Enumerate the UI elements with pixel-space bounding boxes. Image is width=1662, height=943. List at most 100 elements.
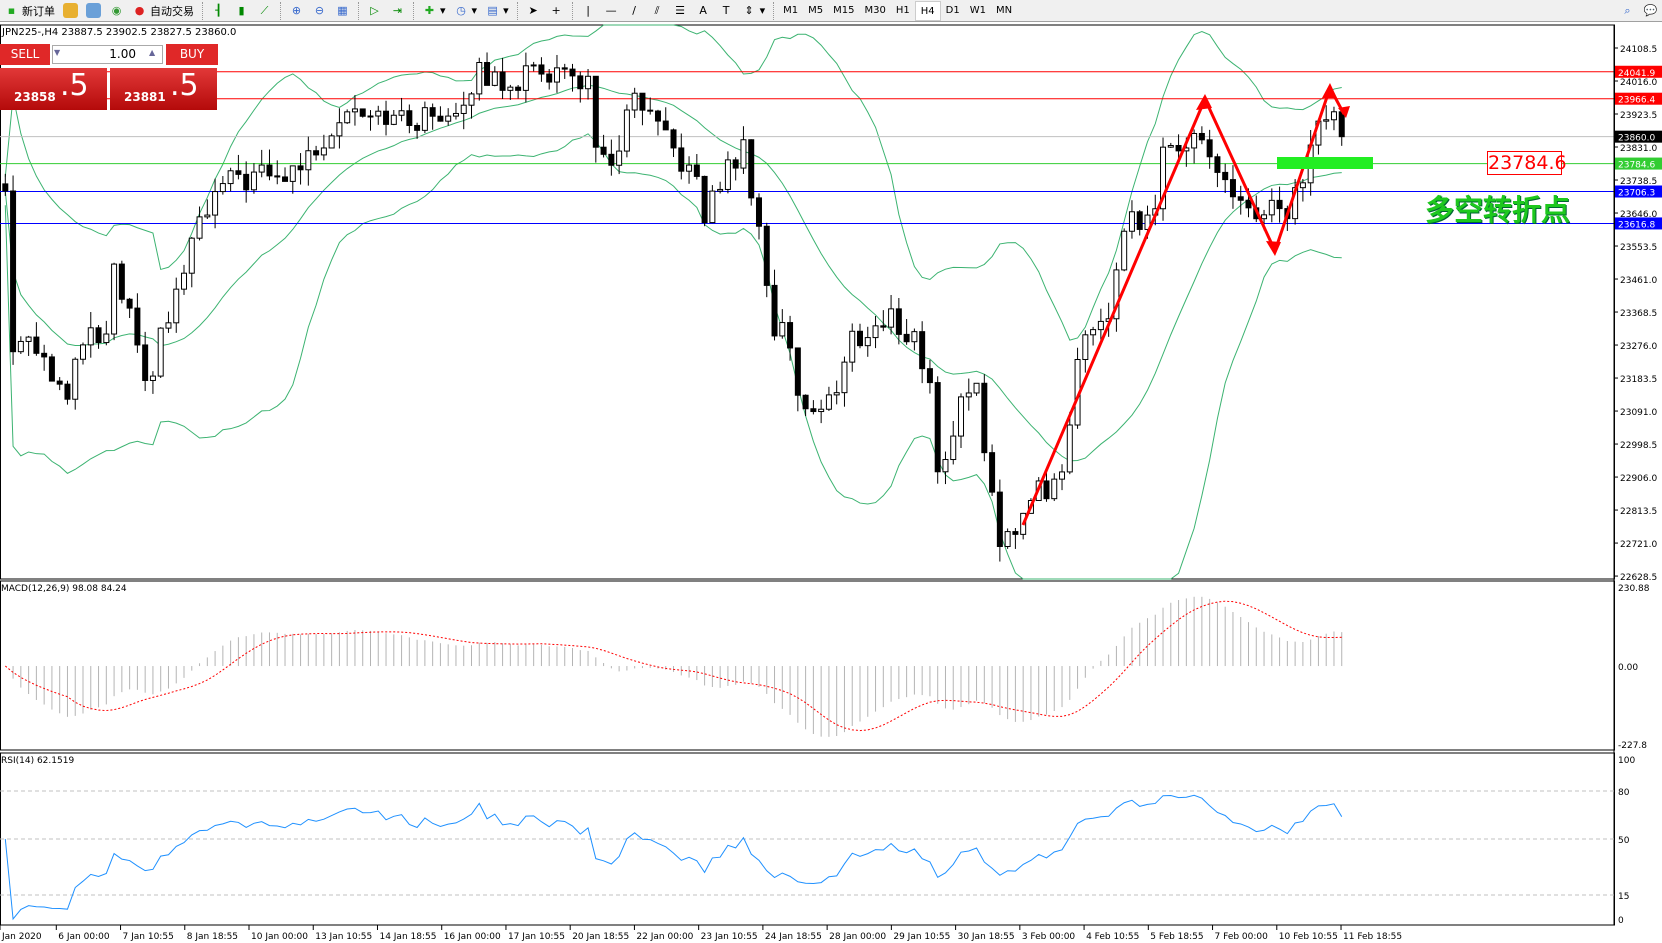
time-axis-label: 17 Jan 10:55	[508, 932, 565, 942]
time-axis-label: 16 Jan 00:00	[444, 932, 501, 942]
search-button[interactable]: ⌕	[1616, 1, 1639, 21]
price-axis-label: 22998.5	[1620, 441, 1657, 451]
autoscroll-button[interactable]: ▷	[363, 1, 386, 21]
timeframe-mn[interactable]: MN	[995, 4, 1013, 16]
arrows-icon: ⇕	[744, 4, 754, 17]
timeframe-d1[interactable]: D1	[945, 4, 960, 16]
text-button[interactable]: A	[692, 1, 715, 21]
cursor-icon: ➤	[528, 4, 538, 17]
price-annotation-label[interactable]: 23784.6	[1487, 151, 1567, 175]
bear-candle	[802, 394, 809, 410]
bull-candle	[219, 183, 226, 193]
bull-candle	[212, 191, 219, 216]
bear-candle	[142, 344, 149, 381]
sell-price-button[interactable]: 23858 .5	[0, 68, 107, 110]
bear-candle	[569, 68, 576, 77]
navigator-button[interactable]	[82, 1, 105, 21]
chart-canvas[interactable]: 24041.9 23966.4 23860.0 23784.6 23706.3 23616…	[0, 24, 1662, 943]
chart-window[interactable]: 24041.9 23966.4 23860.0 23784.6 23706.3 23616…	[0, 24, 1662, 943]
periods-button[interactable]: ◷ ▾	[450, 1, 482, 21]
price-axis-label: 24016.0	[1620, 78, 1657, 88]
vertical-line-button[interactable]: |	[577, 1, 600, 21]
templates-button[interactable]: ▤ ▾	[481, 1, 513, 21]
templates-icon: ▤	[487, 4, 498, 17]
timeframe-h1[interactable]: H1	[895, 4, 910, 16]
sell-button[interactable]: SELL	[0, 44, 50, 65]
tile-windows-button[interactable]: ▦	[331, 1, 354, 21]
bull-candle	[833, 392, 840, 396]
bear-candle	[118, 263, 125, 300]
timeframe-m5[interactable]: M5	[808, 4, 824, 16]
indicators-button[interactable]: ✚ ▾	[418, 1, 450, 21]
bull-candle	[1121, 230, 1128, 271]
lot-decrease-icon[interactable]: ▼	[54, 48, 61, 57]
timeframe-m15[interactable]: M15	[833, 4, 855, 16]
macd-panel-frame	[0, 580, 1615, 751]
buy-button[interactable]: BUY	[166, 44, 218, 65]
main-chart-frame	[0, 24, 1615, 580]
timeframe-h4[interactable]: H4	[914, 0, 941, 21]
zoom-out-button[interactable]: ⊖	[308, 1, 331, 21]
one-click-trading-panel: SELL 1.00 ▼ ▲ BUY 23858 .5 23881 .5	[0, 44, 218, 110]
arrows-button[interactable]: ⇕ ▾	[738, 1, 770, 21]
price-axis-label: 23923.5	[1620, 111, 1657, 121]
bear-candle	[406, 110, 413, 126]
timeframe-m1[interactable]: M1	[783, 4, 799, 16]
support-zone-rectangle[interactable]	[1277, 157, 1373, 169]
bear-candle	[126, 298, 133, 309]
time-axis-label: 23 Jan 10:55	[701, 932, 758, 942]
drawn-trend-arrows[interactable]	[1021, 83, 1373, 526]
bull-candle	[181, 272, 188, 290]
bear-candle	[48, 356, 55, 382]
equidistant-channel-button[interactable]: ⫽	[646, 1, 669, 21]
line-chart-button[interactable]: ⟋	[253, 1, 276, 21]
crosshair-button[interactable]: +	[545, 1, 568, 21]
price-level-value: 23966.4	[1618, 96, 1655, 106]
bull-candle	[849, 330, 856, 363]
bear-candle	[654, 110, 661, 122]
bull-candle	[1059, 471, 1066, 480]
macd-label: MACD(12,26,9) 98.08 84.24	[1, 584, 127, 594]
bull-candle	[1097, 320, 1104, 331]
bull-candle	[507, 86, 514, 91]
bull-candle	[289, 165, 296, 182]
time-axis-label: 4 Feb 10:55	[1086, 932, 1139, 942]
bull-candle	[1051, 478, 1058, 500]
horizontal-line-button[interactable]: —	[600, 1, 623, 21]
toolbar-divider	[413, 1, 414, 20]
timeframe-w1[interactable]: W1	[969, 4, 986, 16]
candlestick-button[interactable]: ▮	[230, 1, 253, 21]
bear-candle	[592, 75, 599, 148]
buy-price-button[interactable]: 23881 .5	[110, 68, 217, 110]
trendline-button[interactable]: /	[623, 1, 646, 21]
price-axis-label: 23553.5	[1620, 243, 1657, 253]
bull-candle	[864, 337, 871, 347]
turning-point-annotation[interactable]: 多空转折点	[1425, 193, 1571, 227]
rsi-axis-label: 100	[1618, 756, 1635, 766]
market-watch-button[interactable]	[59, 1, 82, 21]
zoom-in-button[interactable]: ⊕	[285, 1, 308, 21]
bear-candle	[297, 165, 304, 171]
bull-candle	[1268, 199, 1275, 216]
navigator-icon	[86, 3, 101, 18]
bear-candle	[763, 225, 770, 286]
new-order-button[interactable]: ▪ 新订单	[0, 1, 59, 21]
cursor-button[interactable]: ➤	[522, 1, 545, 21]
timeframe-m30[interactable]: M30	[864, 4, 886, 16]
bull-candle	[452, 112, 459, 117]
bull-candle	[173, 288, 180, 324]
periods-icon: ◷	[456, 4, 466, 17]
chat-button[interactable]: 💬	[1639, 1, 1662, 21]
signals-button[interactable]: ◉	[105, 1, 128, 21]
lot-increase-icon[interactable]: ▲	[149, 48, 156, 57]
price-level-value: 24041.9	[1618, 69, 1655, 79]
chart-shift-icon: ⇥	[392, 4, 403, 17]
text-label-button[interactable]: T	[715, 1, 738, 21]
fibonacci-button[interactable]: ☰	[669, 1, 692, 21]
bear-candle	[1214, 156, 1221, 173]
auto-trading-button[interactable]: ● 自动交易	[128, 1, 198, 21]
chart-shift-button[interactable]: ⇥	[386, 1, 409, 21]
lot-size-input[interactable]: 1.00	[52, 45, 163, 64]
bar-chart-button[interactable]: ┨	[207, 1, 230, 21]
zoom-in-icon: ⊕	[291, 4, 302, 17]
